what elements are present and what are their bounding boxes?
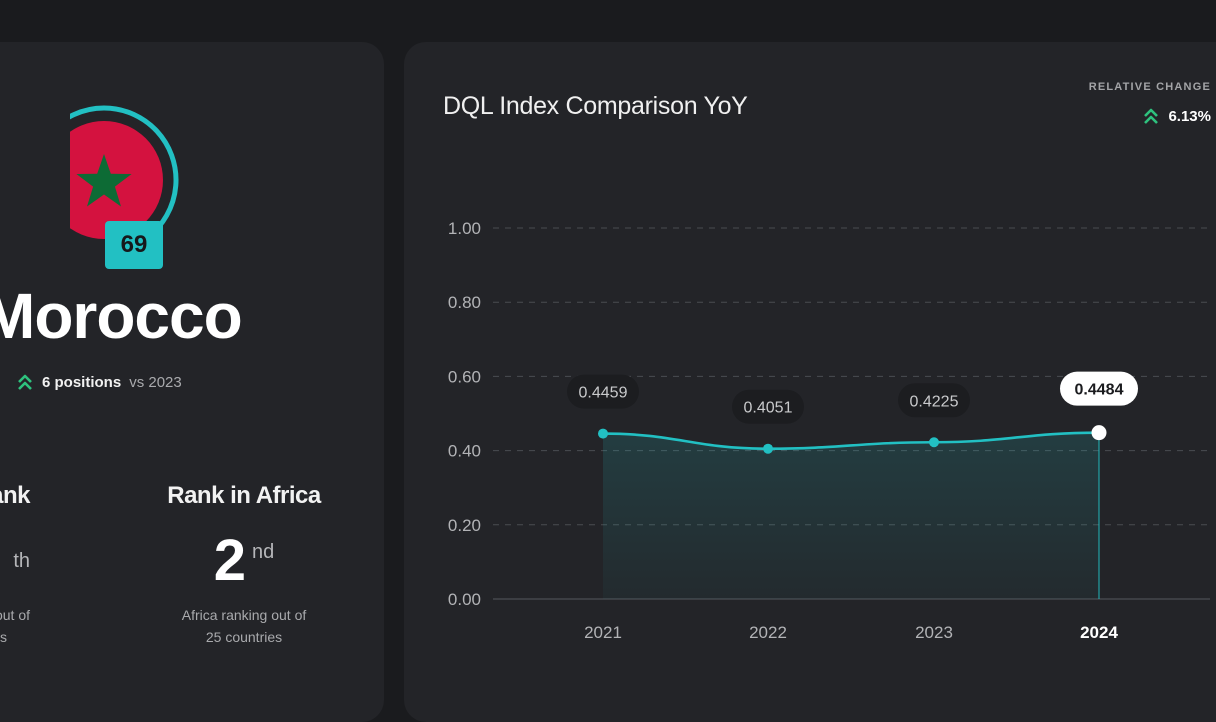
africa-rank-value: 2 — [213, 528, 246, 593]
country-name: Morocco — [0, 280, 243, 352]
y-tick-label: 0.00 — [448, 590, 481, 609]
africa-rank-title: Rank in Africa — [167, 482, 321, 509]
global-rank-suffix: th — [13, 550, 30, 572]
relative-change-label: RELATIVE CHANGE — [1088, 81, 1211, 93]
data-label-pill — [567, 374, 639, 409]
relative-change: 6.13% — [1142, 107, 1211, 125]
double-chevron-up-icon — [18, 374, 32, 390]
rank-change-comparison: vs 2023 — [129, 373, 182, 391]
global-rank-badge: 69 — [105, 221, 163, 269]
africa-rank-desc-line1: Africa ranking out of — [181, 607, 307, 623]
x-tick-label: 2021 — [584, 623, 622, 642]
y-tick-label: 0.80 — [448, 293, 481, 312]
rank-change-amount: 6 positions — [42, 373, 122, 391]
global-rank-stat: ank th out of s — [0, 482, 31, 648]
data-label: 0.4459 — [579, 385, 628, 402]
y-tick-label: 1.00 — [448, 219, 481, 238]
rank-change: 6 positions vs 2023 — [16, 373, 182, 391]
data-point — [598, 428, 608, 439]
data-label-pill — [898, 383, 970, 418]
data-point-highlighted — [1091, 425, 1107, 441]
data-label: 0.4225 — [910, 393, 959, 410]
progress-ring — [70, 105, 179, 240]
country-summary-card: 69 Morocco 6 positions vs 2023 ank th ou… — [0, 42, 384, 722]
flag-ring-icon — [70, 105, 179, 240]
double-chevron-up-icon — [1144, 108, 1159, 124]
data-label-pill — [1060, 371, 1138, 406]
global-rank-desc-line2: s — [0, 629, 7, 645]
morocco-flag-icon — [70, 121, 163, 239]
area-fill — [603, 432, 1099, 599]
y-tick-label: 0.60 — [448, 367, 481, 386]
africa-rank-desc-line2: 25 countries — [205, 629, 283, 645]
x-tick-label: 2023 — [915, 623, 953, 642]
global-rank-desc-line1: out of — [0, 607, 30, 623]
global-rank-title: ank — [0, 482, 31, 509]
country-flag-avatar: 69 — [30, 75, 180, 269]
data-point — [929, 437, 939, 448]
africa-rank-suffix: nd — [252, 541, 275, 563]
data-point — [763, 443, 773, 454]
africa-rank-stat: Rank in Africa 2 nd Africa ranking out of… — [114, 482, 374, 648]
dql-comparison-card: DQL Index Comparison YoY RELATIVE CHANGE… — [404, 42, 1216, 722]
relative-change-value: 6.13% — [1168, 107, 1211, 125]
data-label-pill — [732, 389, 804, 424]
data-label: 0.4051 — [744, 400, 793, 417]
x-tick-label: 2024 — [1080, 623, 1118, 642]
data-label: 0.4484 — [1075, 382, 1124, 399]
y-tick-label: 0.20 — [448, 516, 481, 535]
series-line — [602, 431, 1100, 451]
y-tick-label: 0.40 — [448, 442, 481, 461]
x-tick-label: 2022 — [749, 623, 787, 642]
chart-title: DQL Index Comparison YoY — [443, 92, 748, 120]
dql-line-chart: 0.00 0.20 0.40 0.60 0.80 1.00 2021 2022 2023 2024… — [448, 219, 1210, 642]
